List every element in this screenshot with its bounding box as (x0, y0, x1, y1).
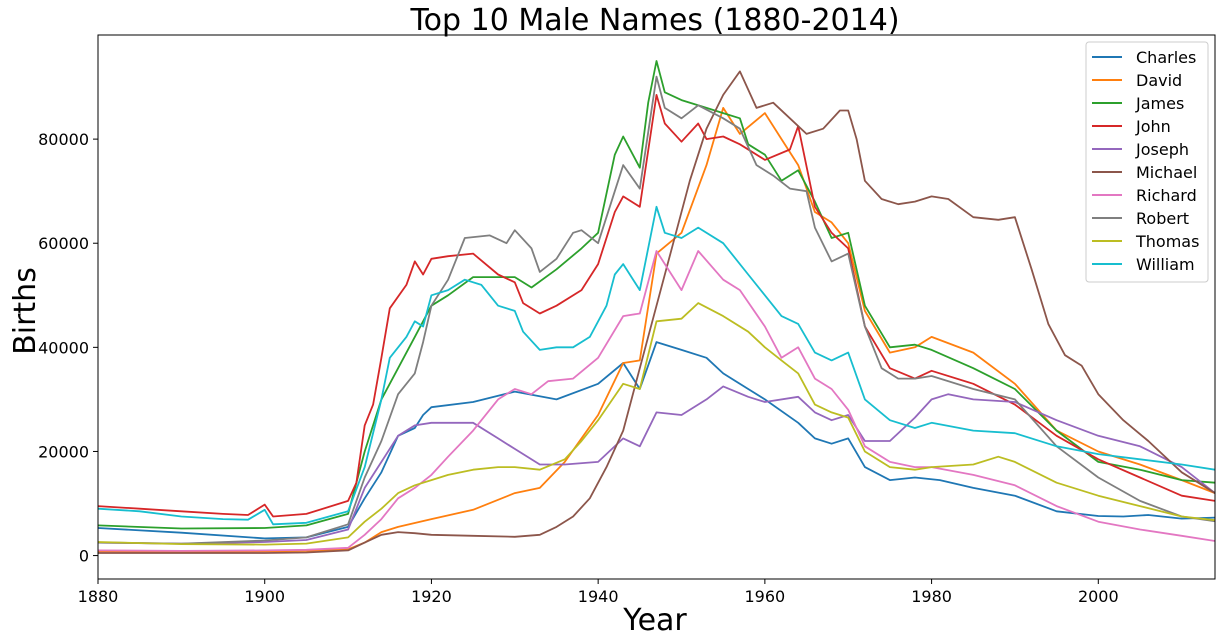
legend-entry-william: William (1136, 255, 1195, 274)
x-tick-label: 1940 (578, 587, 619, 606)
y-tick-label: 20000 (38, 442, 89, 461)
series-line-richard (98, 250, 1215, 552)
x-tick-label: 1900 (244, 587, 285, 606)
plot-frame (97, 34, 1216, 580)
y-axis-label: Births (8, 267, 43, 355)
legend-entry-thomas: Thomas (1135, 232, 1199, 251)
series-line-joseph (98, 385, 1215, 545)
legend-entry-richard: Richard (1136, 186, 1197, 205)
series-line-david (98, 107, 1215, 553)
x-tick-label: 1960 (745, 587, 786, 606)
legend-entry-robert: Robert (1136, 209, 1189, 228)
chart-title: Top 10 Male Names (1880-2014) (409, 3, 899, 38)
series-line-michael (98, 70, 1215, 554)
y-tick-label: 40000 (38, 338, 89, 357)
x-tick-label: 1980 (911, 587, 952, 606)
legend-entry-michael: Michael (1136, 163, 1197, 182)
legend-entry-david: David (1136, 71, 1182, 90)
legend: Charles David James John Joseph Michael Richar… (1085, 41, 1209, 283)
legend-entry-john: John (1135, 117, 1171, 136)
series-line-james (98, 60, 1215, 530)
y-tick-label: 60000 (38, 234, 89, 253)
series-line-robert (98, 75, 1215, 545)
y-tick-label: 80000 (38, 130, 89, 149)
legend-entry-joseph: Joseph (1135, 140, 1189, 159)
x-tick-label: 1880 (78, 587, 119, 606)
legend-entry-charles: Charles (1136, 48, 1196, 67)
axis-ticks: 1880 1900 1920 1940 1960 1980 2000020000400006… (38, 130, 1119, 606)
legend-entry-james: James (1135, 94, 1184, 113)
series-line-thomas (98, 302, 1215, 546)
series-line-charles (98, 341, 1215, 540)
y-tick-label: 0 (79, 547, 89, 566)
plot-area (97, 34, 1216, 580)
x-tick-label: 1920 (411, 587, 452, 606)
series-line-john (98, 94, 1215, 518)
x-axis-label: Year (622, 603, 687, 638)
series-line-william (98, 205, 1215, 526)
x-tick-label: 2000 (1078, 587, 1119, 606)
